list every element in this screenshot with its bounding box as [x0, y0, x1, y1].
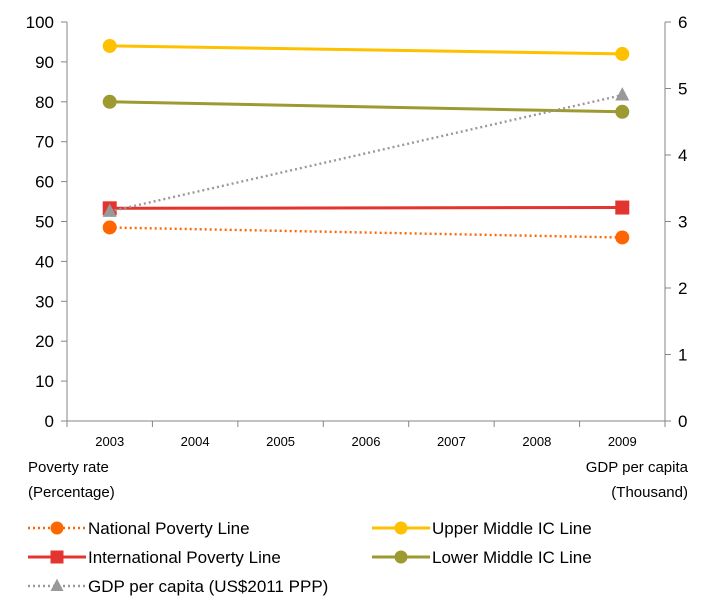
x-tick-label: 2004 — [181, 434, 210, 449]
legend-item-4: GDP per capita (US$2011 PPP) — [28, 577, 328, 596]
series-line — [109, 206, 623, 210]
series-4 — [102, 87, 630, 217]
right-tick-label: 6 — [678, 13, 687, 32]
left-tick-label: 100 — [26, 13, 54, 32]
legend-swatch-marker — [394, 550, 408, 564]
right-tick-label: 2 — [678, 279, 687, 298]
data-point — [102, 94, 117, 109]
right-tick-label: 0 — [678, 412, 687, 431]
left-tick-label: 90 — [35, 53, 54, 72]
legend-swatch-marker — [50, 550, 64, 564]
legend-label: Upper Middle IC Line — [432, 519, 592, 538]
data-point — [102, 38, 117, 53]
legend-item-2: International Poverty Line — [28, 548, 281, 567]
legend-item-1: Upper Middle IC Line — [372, 519, 592, 538]
series-0 — [102, 220, 630, 245]
left-tick-label: 10 — [35, 372, 54, 391]
data-point — [615, 46, 630, 61]
left-tick-label: 70 — [35, 133, 54, 152]
x-tick-label: 2007 — [437, 434, 466, 449]
series-line — [109, 93, 623, 213]
x-tick-label: 2003 — [95, 434, 124, 449]
x-tick-label: 2009 — [608, 434, 637, 449]
data-point — [102, 220, 117, 235]
x-tick-label: 2006 — [352, 434, 381, 449]
right-tick-label: 1 — [678, 346, 687, 365]
legend-label: National Poverty Line — [88, 519, 250, 538]
left-tick-label: 0 — [45, 412, 54, 431]
legend-label: GDP per capita (US$2011 PPP) — [88, 577, 328, 596]
left-axis-title-line2: (Percentage) — [28, 484, 115, 501]
series-2 — [102, 200, 630, 216]
legend-label: International Poverty Line — [88, 548, 281, 567]
x-tick-label: 2008 — [522, 434, 551, 449]
right-tick-label: 3 — [678, 213, 687, 232]
right-axis-title-line1: GDP per capita — [586, 459, 689, 476]
data-point — [615, 200, 630, 215]
data-point — [102, 203, 117, 217]
legend-swatch-marker — [50, 521, 64, 535]
right-tick-label: 4 — [678, 146, 687, 165]
right-tick-label: 5 — [678, 80, 687, 99]
legend-label: Lower Middle IC Line — [432, 548, 592, 567]
series-line — [109, 44, 623, 56]
series-line — [109, 100, 623, 114]
legend-item-3: Lower Middle IC Line — [372, 548, 592, 567]
legend-swatch-marker — [50, 578, 64, 591]
left-tick-label: 50 — [35, 213, 54, 232]
legend-swatch-marker — [394, 521, 408, 535]
right-axis-title-line2: (Thousand) — [611, 484, 688, 501]
legend-item-0: National Poverty Line — [28, 519, 250, 538]
data-point — [615, 104, 630, 119]
left-tick-label: 60 — [35, 173, 54, 192]
series-1 — [102, 38, 630, 61]
left-tick-label: 20 — [35, 332, 54, 351]
series-line — [109, 226, 623, 239]
data-point — [615, 87, 630, 101]
x-tick-label: 2005 — [266, 434, 295, 449]
left-tick-label: 30 — [35, 292, 54, 311]
data-point — [615, 230, 630, 245]
left-tick-label: 40 — [35, 252, 54, 271]
left-axis-title-line1: Poverty rate — [28, 459, 109, 476]
left-tick-label: 80 — [35, 93, 54, 112]
series-3 — [102, 94, 630, 119]
